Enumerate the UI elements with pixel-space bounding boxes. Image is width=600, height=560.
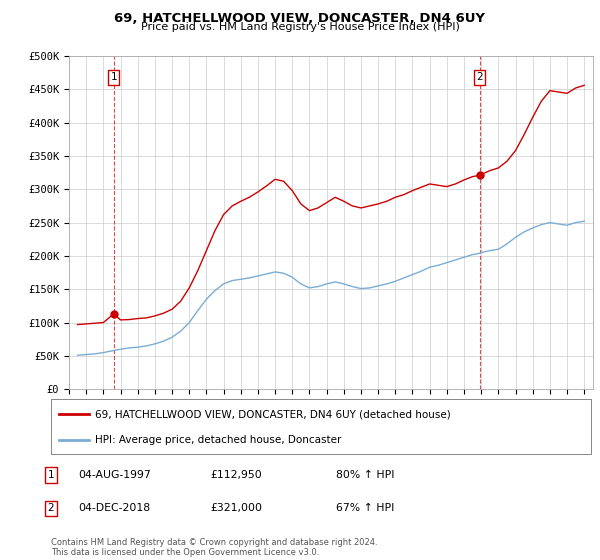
Text: HPI: Average price, detached house, Doncaster: HPI: Average price, detached house, Donc… (95, 435, 341, 445)
Text: 1: 1 (110, 72, 117, 82)
Text: 80% ↑ HPI: 80% ↑ HPI (336, 470, 395, 480)
Text: 69, HATCHELLWOOD VIEW, DONCASTER, DN4 6UY (detached house): 69, HATCHELLWOOD VIEW, DONCASTER, DN4 6U… (95, 409, 451, 419)
Text: 1: 1 (47, 470, 55, 480)
Text: 2: 2 (476, 72, 483, 82)
Text: 04-DEC-2018: 04-DEC-2018 (78, 503, 150, 514)
Text: Contains HM Land Registry data © Crown copyright and database right 2024.
This d: Contains HM Land Registry data © Crown c… (51, 538, 377, 557)
Text: 67% ↑ HPI: 67% ↑ HPI (336, 503, 394, 514)
Text: 2: 2 (47, 503, 55, 514)
Text: £321,000: £321,000 (210, 503, 262, 514)
Text: 04-AUG-1997: 04-AUG-1997 (78, 470, 151, 480)
Text: Price paid vs. HM Land Registry's House Price Index (HPI): Price paid vs. HM Land Registry's House … (140, 22, 460, 32)
Text: £112,950: £112,950 (210, 470, 262, 480)
Text: 69, HATCHELLWOOD VIEW, DONCASTER, DN4 6UY: 69, HATCHELLWOOD VIEW, DONCASTER, DN4 6U… (115, 12, 485, 25)
